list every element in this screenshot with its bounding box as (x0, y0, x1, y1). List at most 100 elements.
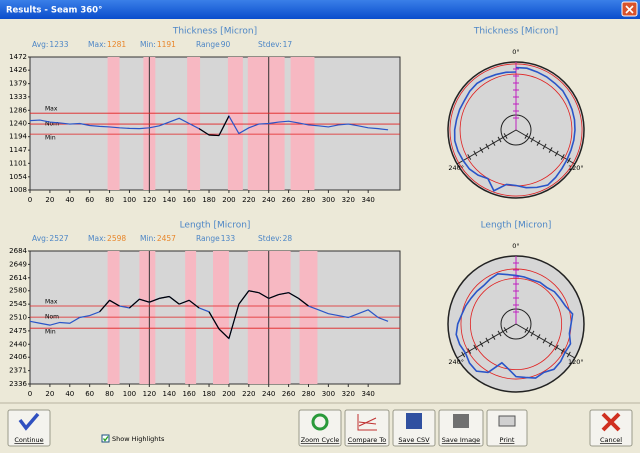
icon (311, 413, 329, 431)
button[interactable]: Compare To (344, 409, 390, 447)
stat-label: Range (196, 234, 220, 243)
stat-value: 2457 (157, 234, 176, 243)
checkbox-check (102, 436, 109, 442)
polar-spoke (515, 129, 576, 165)
y-tick-label: 1472 (9, 53, 27, 61)
y-tick-label: 2371 (9, 367, 27, 375)
polar-spoke-tick (548, 147, 553, 153)
icon (498, 415, 516, 427)
x-tick-label: 160 (182, 390, 195, 398)
x-tick-label: 120 (143, 196, 156, 204)
x-tick-label: 0 (28, 196, 32, 204)
icon (406, 413, 422, 429)
polar-spoke-tick (461, 351, 466, 358)
x-tick-label: 40 (65, 390, 74, 398)
polar-title: Length [Micron] (481, 221, 552, 231)
out-of-limit-segment (149, 297, 160, 303)
limit-label: Min (45, 135, 56, 142)
x-tick-label: 320 (342, 196, 355, 204)
polar-spoke-tick (536, 140, 541, 146)
stat-value: 1281 (107, 40, 126, 49)
polar-angle-label: 120° (568, 358, 584, 366)
out-of-limit-segment (159, 295, 170, 299)
x-tick-label: 260 (282, 196, 295, 204)
polar-spoke-tick (560, 154, 565, 160)
y-tick-label: 2406 (9, 353, 27, 361)
x-tick-label: 120 (143, 390, 156, 398)
stat-label: Avg: (32, 40, 48, 49)
y-tick-label: 1147 (9, 146, 27, 154)
y-tick-label: 1008 (9, 186, 27, 194)
stat-label: Range (196, 40, 220, 49)
polar-spoke-tick (473, 150, 478, 157)
button[interactable]: Save CSV (392, 409, 436, 447)
x-tick-label: 180 (202, 390, 215, 398)
polar-spoke-tick (560, 348, 565, 354)
button-face (589, 409, 633, 447)
highlight-band (187, 57, 201, 190)
y-tick-label: 2336 (9, 380, 27, 388)
stat-value: 90 (221, 40, 231, 49)
button-face (7, 409, 51, 447)
icon (601, 412, 621, 432)
x-tick-label: 260 (282, 390, 295, 398)
stat-label: Max: (88, 234, 106, 243)
polar-spoke-tick (467, 348, 472, 354)
polar-spoke-tick (473, 344, 478, 351)
x-tick-label: 280 (302, 390, 315, 398)
button[interactable]: Zoom Cycle (298, 409, 342, 447)
polar-spoke-tick (491, 140, 496, 146)
out-of-limit-segment (218, 328, 230, 339)
polar-limit-circle (469, 277, 563, 371)
stat-value: 28 (283, 234, 293, 243)
window-title: Results - Seam 360° (6, 6, 102, 16)
polar-spoke-tick (485, 337, 490, 344)
close-button[interactable] (621, 1, 638, 17)
out-of-limit-segment (188, 299, 200, 309)
x-tick-label: 80 (105, 196, 114, 204)
stat-value: 2527 (49, 234, 68, 243)
x-tick-label: 340 (361, 196, 374, 204)
polar-title: Thickness [Micron] (473, 27, 558, 37)
highlight-band (227, 57, 243, 190)
x-tick-label: 340 (361, 390, 374, 398)
x-tick-label: 100 (123, 196, 136, 204)
x-tick-label: 240 (262, 196, 275, 204)
out-of-limit-segment (198, 128, 210, 136)
y-tick-label: 2614 (9, 274, 27, 282)
polar-spoke-tick (524, 133, 529, 139)
x-tick-label: 80 (105, 390, 114, 398)
y-tick-label: 2510 (9, 314, 27, 322)
plot-area (29, 56, 401, 191)
x-tick-label: 300 (322, 196, 335, 204)
y-tick-label: 1426 (9, 66, 27, 74)
button[interactable]: Continue (7, 409, 51, 447)
y-tick-label: 2684 (9, 247, 27, 255)
y-tick-label: 1379 (9, 80, 27, 88)
y-tick-label: 2475 (9, 327, 27, 335)
icon (453, 414, 469, 428)
data-line (29, 114, 389, 137)
title-bar (0, 0, 640, 19)
chart-title: Thickness [Micron] (172, 27, 257, 37)
polar-spoke-tick (530, 136, 535, 143)
polar-angle-label: 240° (448, 164, 464, 172)
x-tick-label: 280 (302, 196, 315, 204)
button-face (344, 409, 390, 447)
polar-angle-label: 0° (512, 242, 519, 250)
button[interactable]: Cancel (589, 409, 633, 447)
stat-value: 1191 (157, 40, 176, 49)
button[interactable]: Save Image (438, 409, 484, 447)
polar-spoke-tick (491, 334, 496, 340)
checkbox[interactable]: Show Highlights (101, 434, 165, 443)
x-tick-label: 60 (85, 196, 94, 204)
button-label: Continue (14, 436, 43, 444)
stat-value: 1233 (49, 40, 68, 49)
polar-spoke-tick (554, 150, 559, 157)
button[interactable]: Print (486, 409, 528, 447)
y-tick-label: 1333 (9, 93, 27, 101)
button-label: Print (500, 436, 515, 444)
x-tick-label: 220 (242, 196, 255, 204)
out-of-limit-segment (139, 298, 150, 303)
x-tick-label: 60 (85, 390, 94, 398)
